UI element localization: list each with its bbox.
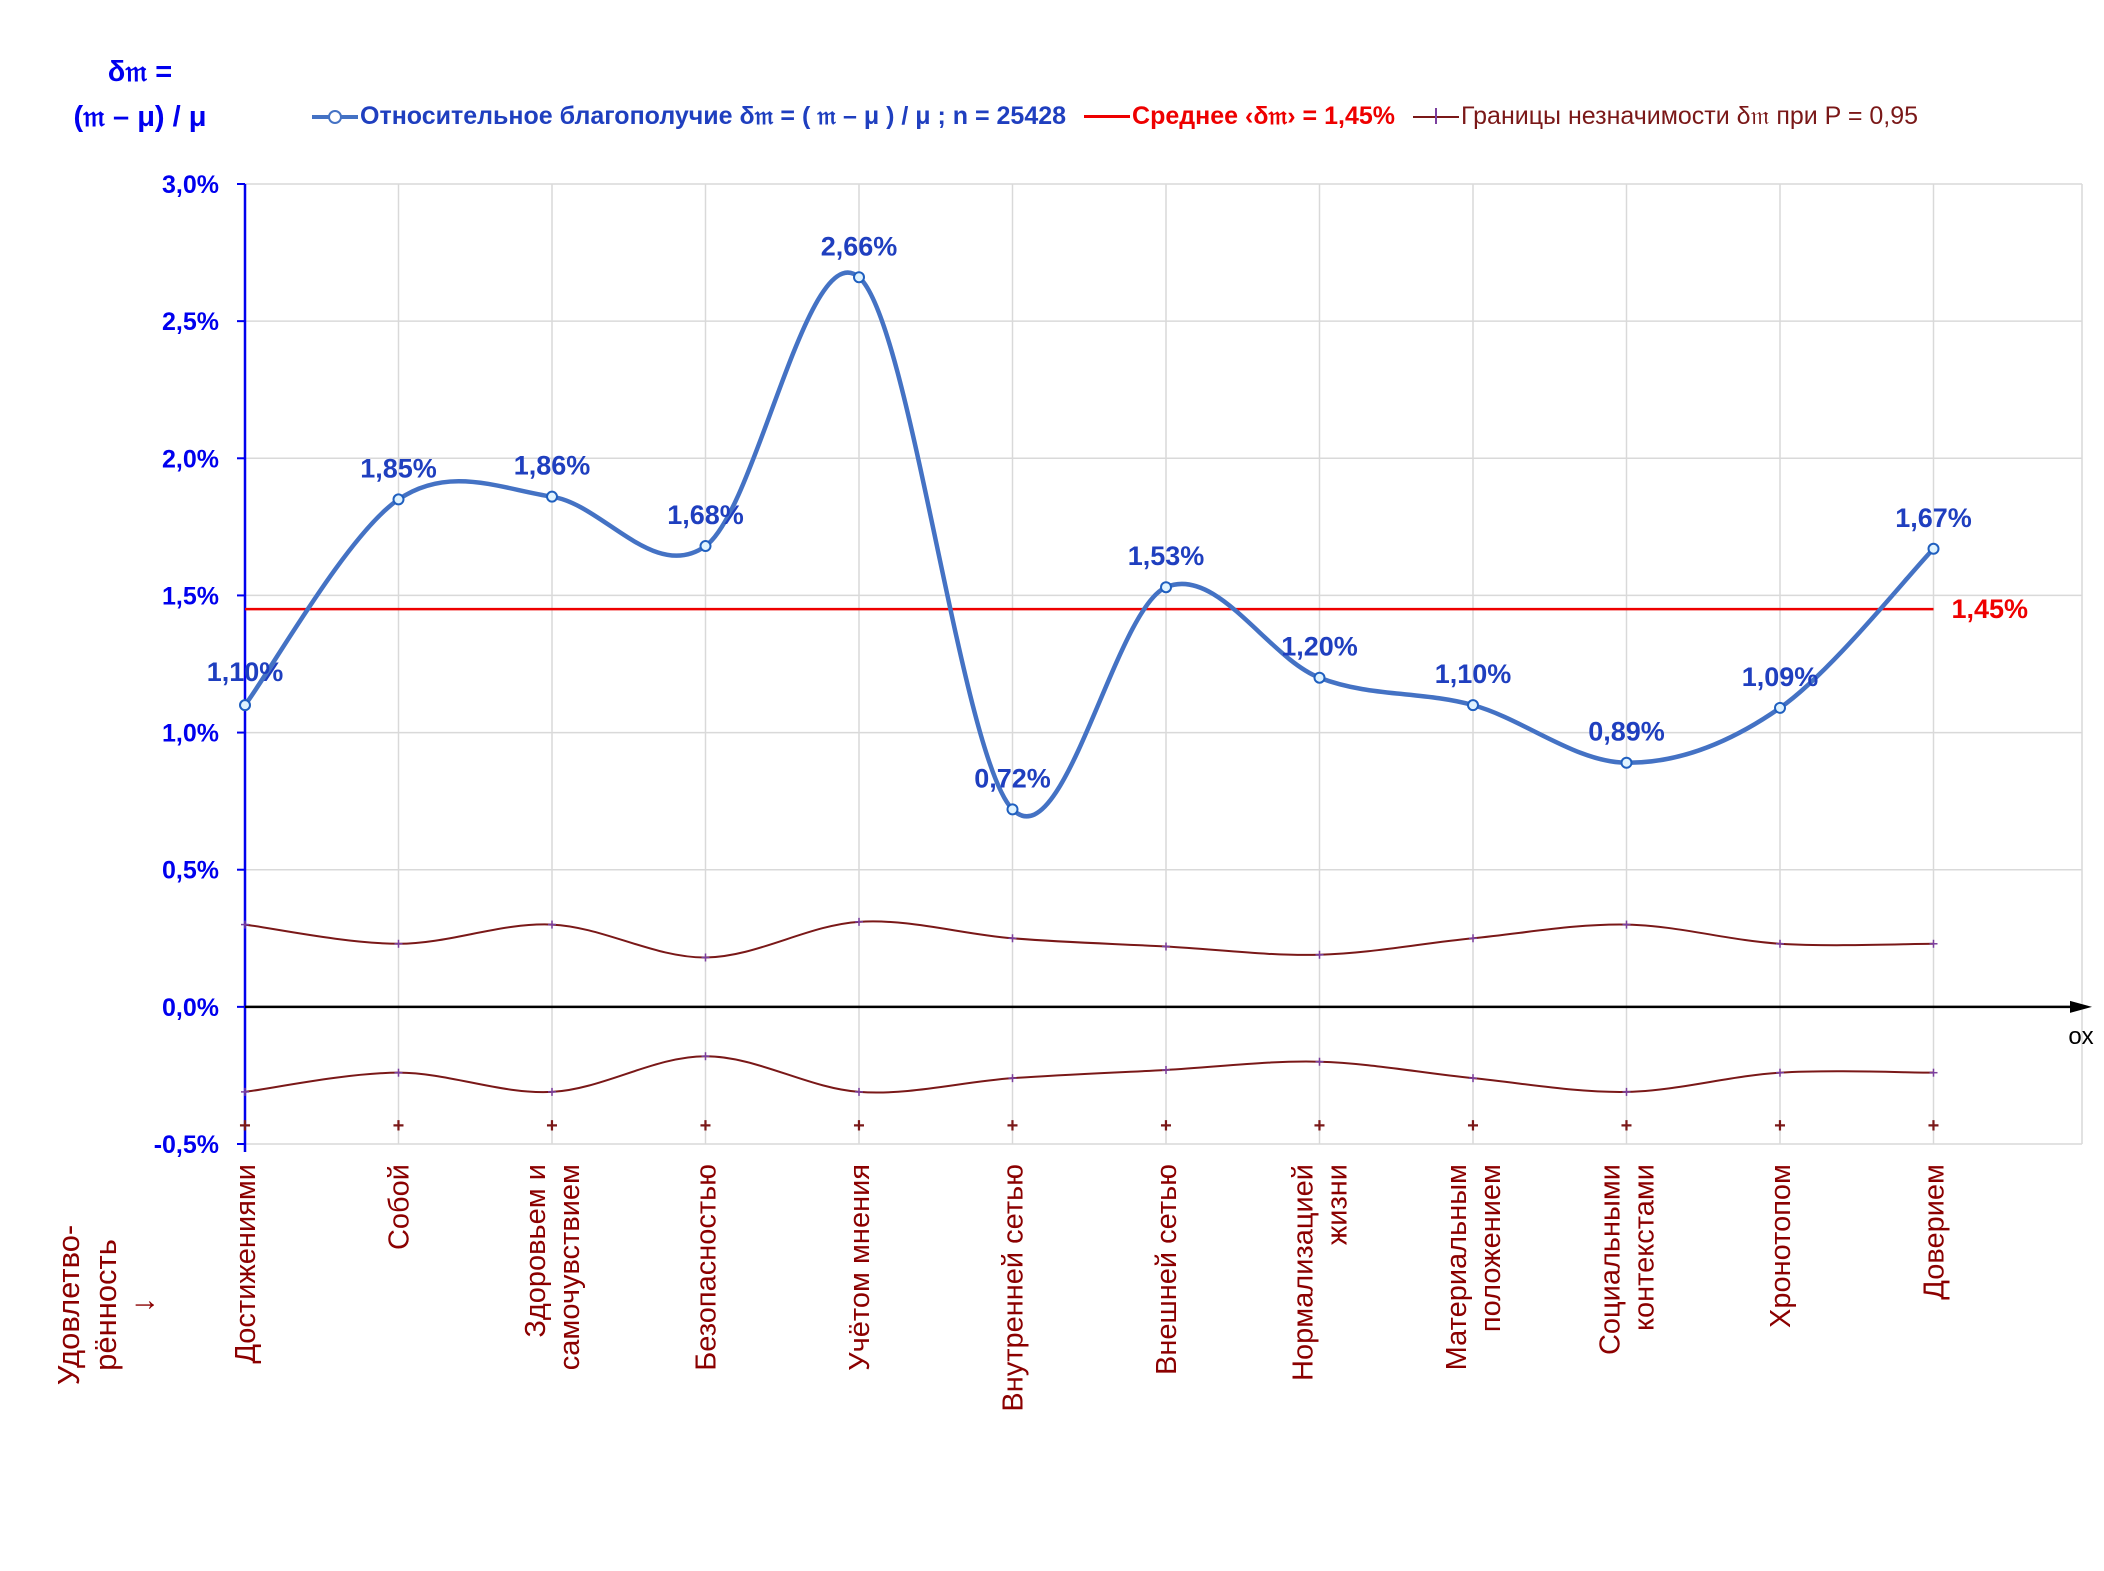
y-axis-title-line-2: (𝔪 – μ) / μ [73,100,207,133]
bottom-plus-marker: + [1928,1115,1940,1137]
data-label: 1,10% [1435,659,1512,689]
data-point [546,490,558,503]
data-point [1313,671,1326,684]
legend: Относительное благополучие δ𝔪 = ( 𝔪 – μ … [312,96,1936,136]
data-label: 2,66% [821,231,898,261]
data-label: 1,20% [1281,632,1358,662]
data-label: 0,72% [974,763,1051,793]
mean-label: 1,45% [1952,594,2029,624]
bottom-plus-marker: + [1160,1115,1172,1137]
y-tick-label: -0,5% [154,1131,219,1159]
category-label: контекстами [1629,1164,1661,1331]
bottom-plus-marker: + [1314,1115,1326,1137]
y-axis-title-line-1: δ𝔪 = [107,56,173,88]
legend-item-mean: Среднее ‹δ𝔪› = 1,45% [1084,102,1395,131]
y-tick-label: 2,5% [162,308,219,336]
bottom-plus-marker: + [853,1115,865,1137]
data-point [1467,699,1479,712]
data-point [699,540,712,553]
data-point [1160,581,1172,594]
category-label: Внешней сетью [1151,1164,1183,1375]
y-tick-label: 3,0% [162,171,219,199]
y-tick-label: 1,0% [162,720,219,748]
category-label: Доверием [1919,1164,1951,1300]
legend-label-main: Относительное благополучие δ𝔪 = ( 𝔪 – μ … [360,101,1067,130]
bottom-plus-marker: + [700,1115,712,1137]
category-label: Социальными [1595,1164,1627,1355]
data-point [239,699,251,712]
main-series-line [243,270,1936,819]
data-point [1620,756,1633,769]
data-label: 1,85% [360,453,437,483]
data-point [1927,542,1940,555]
bottom-plus-marker: + [393,1115,405,1137]
x-axis-arrow [2070,1000,2092,1013]
y-tick-label: 1,5% [162,582,219,610]
x-axis-name: ox [2068,1023,2093,1050]
data-point [1006,803,1019,816]
data-label: 1,53% [1128,541,1205,571]
y-axis-title: δ𝔪 = (𝔪 – μ) / μ [40,50,240,140]
bottom-plus-marker: + [1007,1115,1019,1137]
legend-item-main: Относительное благополучие δ𝔪 = ( 𝔪 – μ … [312,102,1066,131]
data-label: 0,89% [1588,717,1665,747]
data-label: 1,86% [514,451,591,481]
legend-item-bounds: Границы незначимости δ𝔪 при P = 0,95 [1413,102,1918,131]
data-label: 1,09% [1742,662,1819,692]
lower-bound-line [244,1055,1934,1094]
legend-marker-bounds [1413,106,1459,126]
category-label: Здоровьем и [520,1164,552,1338]
category-label: Достижениями [230,1164,262,1364]
category-label: Материальным [1441,1164,1473,1370]
bottom-plus-marker: + [239,1115,251,1137]
legend-label-bounds: Границы незначимости δ𝔪 при P = 0,95 [1461,101,1919,130]
category-label: Хронотопом [1765,1164,1797,1328]
legend-marker-mean [1084,106,1131,126]
data-point [392,493,405,506]
category-label: положением [1475,1164,1507,1332]
data-label: 1,10% [207,657,284,687]
legend-label-mean: Среднее ‹δ𝔪› = 1,45% [1132,101,1395,130]
bottom-plus-marker: + [1467,1115,1479,1137]
category-label: Внутренней сетью [998,1164,1030,1412]
data-point [853,271,865,284]
bottom-plus-marker: + [546,1115,558,1137]
data-label: 1,68% [667,500,744,530]
y-axis-title-bottom-line-1: Удовлетво- [51,1224,86,1386]
y-axis-title-bottom: Удовлетво- рённость ↓ [50,1205,162,1405]
bottom-plus-marker: + [1621,1115,1633,1137]
legend-marker-main [312,106,358,126]
y-axis-title-bottom-arrow: ↓ [125,1297,161,1313]
y-tick-label: 0,5% [162,857,219,885]
category-label: Нормализацией [1288,1164,1320,1381]
y-tick-label: 2,0% [162,445,219,473]
y-tick-label: 0,0% [162,994,219,1022]
category-label: Учётом мнения [844,1164,876,1371]
category-label: жизни [1322,1164,1354,1245]
category-label: самочувствием [554,1164,586,1370]
y-axis-title-bottom-line-2: рённость [88,1239,124,1371]
data-label: 1,67% [1895,503,1972,533]
category-label: Безопасностью [691,1164,723,1371]
bottom-plus-marker: + [1774,1115,1786,1137]
upper-bound-line [244,920,1934,959]
category-label: Собой [384,1164,416,1250]
data-point [1774,701,1786,714]
